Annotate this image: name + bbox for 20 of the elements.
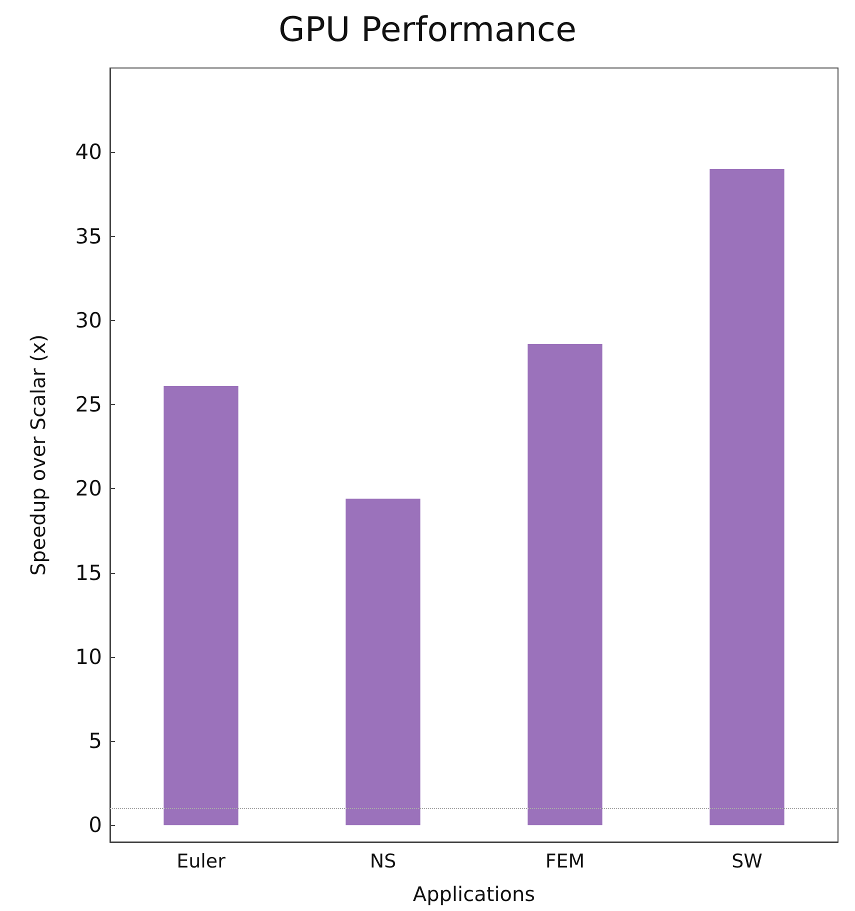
y-tick-label: 35 (75, 224, 102, 248)
y-tick-label: 5 (88, 729, 102, 754)
y-tick-label: 0 (88, 813, 102, 838)
y-tick-label: 40 (75, 140, 102, 164)
x-tick-label: FEM (545, 850, 585, 872)
y-axis-title: Speedup over Scalar (x) (26, 334, 50, 576)
y-tick-label: 10 (75, 644, 102, 669)
y-tick-label: 30 (75, 308, 102, 332)
bar (528, 344, 602, 826)
bar (710, 168, 784, 826)
chart-title: GPU Performance (278, 10, 576, 50)
y-tick-label: 25 (75, 392, 102, 417)
bar (346, 498, 420, 826)
x-tick-label: NS (370, 850, 396, 872)
x-tick-label: SW (732, 850, 763, 872)
y-tick-label: 20 (75, 476, 102, 501)
x-axis-title: Applications (412, 882, 536, 906)
y-tick-label: 15 (75, 560, 102, 585)
bar (164, 386, 238, 826)
x-tick-label: Euler (176, 850, 226, 872)
